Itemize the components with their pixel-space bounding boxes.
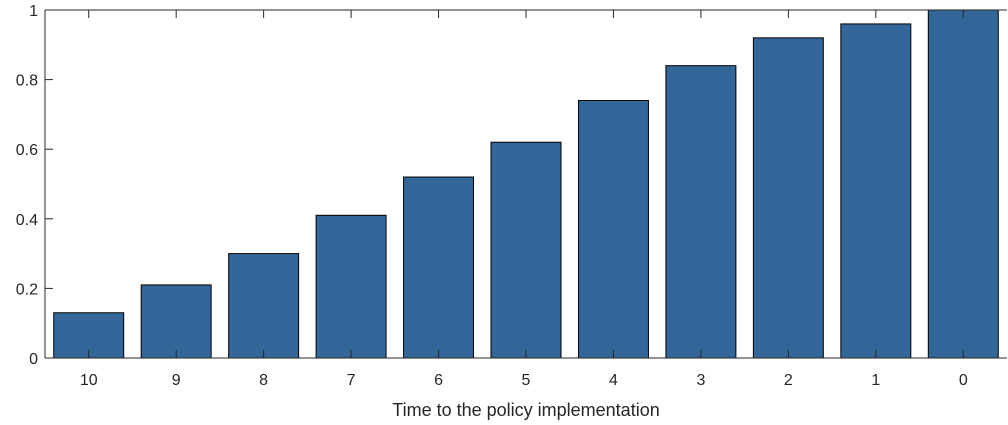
x-tick-label: 3 [696, 372, 705, 389]
bar-4 [578, 100, 648, 358]
bar-1 [841, 24, 911, 358]
y-tick-label: 1 [29, 3, 38, 20]
y-tick-label: 0 [29, 351, 38, 368]
x-tick-label: 1 [871, 372, 880, 389]
bar-9 [141, 285, 211, 358]
x-tick-label: 8 [259, 372, 268, 389]
y-tick-label: 0.2 [16, 281, 38, 298]
bar-3 [666, 66, 736, 358]
x-tick-label: 2 [784, 372, 793, 389]
bar-6 [404, 177, 474, 358]
x-tick-label: 4 [609, 372, 618, 389]
y-tick-label: 0.4 [16, 212, 38, 229]
bar-7 [316, 215, 386, 358]
bar-8 [229, 254, 299, 358]
bars-group [54, 10, 999, 358]
bar-0 [928, 10, 998, 358]
y-tick-label: 0.6 [16, 142, 38, 159]
x-tick-label: 5 [522, 372, 531, 389]
x-tick-label: 10 [80, 372, 98, 389]
bar-2 [753, 38, 823, 358]
x-tick-label: 7 [347, 372, 356, 389]
x-axis-title: Time to the policy implementation [392, 400, 659, 420]
bar-5 [491, 142, 561, 358]
x-tick-label: 0 [959, 372, 968, 389]
x-tick-label: 6 [434, 372, 443, 389]
x-tick-label: 9 [172, 372, 181, 389]
y-tick-label: 0.8 [16, 73, 38, 90]
